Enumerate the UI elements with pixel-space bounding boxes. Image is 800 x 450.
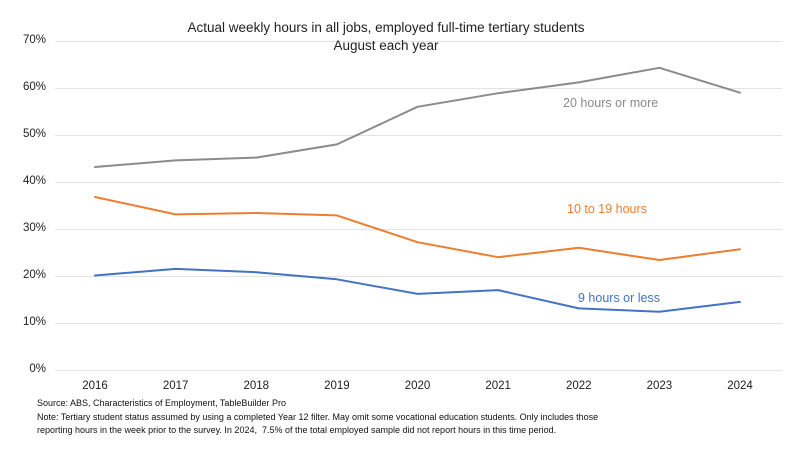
chart-title: Actual weekly hours in all jobs, employe…: [187, 20, 585, 35]
y-tick-70%: 70%: [22, 34, 46, 46]
y-tick-60%: 60%: [22, 81, 46, 93]
x-tick-2022: 2022: [565, 380, 592, 392]
x-tick-2017: 2017: [162, 380, 189, 392]
series-line-9-hours-or-less: [94, 267, 741, 313]
series-line-10-to-19-hours: [94, 196, 741, 261]
series-label-20-hours-or-more: 20 hours or more: [563, 96, 659, 110]
x-tick-2016: 2016: [82, 380, 108, 392]
x-tick-2019: 2019: [324, 380, 350, 392]
y-tick-40%: 40%: [22, 175, 46, 187]
x-tick-2021: 2021: [485, 380, 511, 392]
footnotes: Source: ABS, Characteristics of Employme…: [37, 397, 777, 438]
chart-subtitle: August each year: [333, 38, 439, 53]
x-tick-2023: 2023: [646, 380, 673, 392]
title-block: Actual weekly hours in all jobs, employe…: [16, 19, 756, 55]
footnote-line-1: Source: ABS, Characteristics of Employme…: [37, 398, 286, 408]
y-tick-30%: 30%: [22, 222, 46, 234]
x-tick-2020: 2020: [404, 380, 431, 392]
footnote-line-3: reporting hours in the week prior to the…: [37, 425, 557, 435]
footnote-line-2: Note: Tertiary student status assumed by…: [37, 411, 599, 422]
x-tick-2024: 2024: [727, 380, 753, 392]
series-label-10-to-19-hours: 10 to 19 hours: [567, 202, 647, 216]
y-tick-20%: 20%: [22, 269, 46, 281]
series-line-20-hours-or-more: [94, 66, 741, 168]
x-tick-2018: 2018: [243, 380, 270, 392]
series-label-9-hours-or-less: 9 hours or less: [578, 291, 660, 305]
y-tick-10%: 10%: [22, 316, 46, 328]
y-tick-50%: 50%: [22, 128, 46, 140]
y-tick-0%: 0%: [29, 363, 46, 375]
